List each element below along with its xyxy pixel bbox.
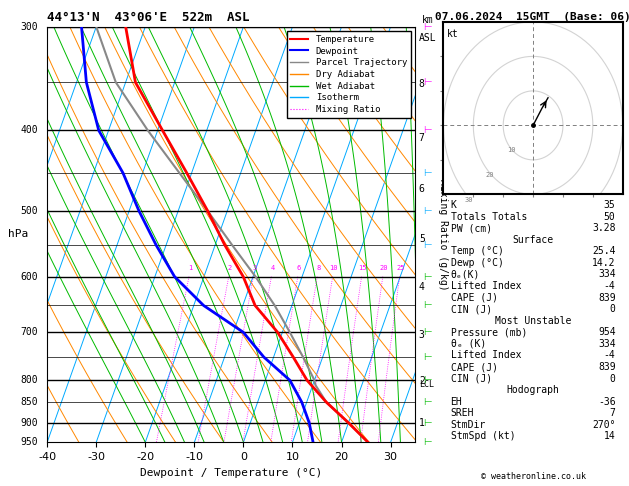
Text: ⊢: ⊢ [423,300,432,311]
Text: 500: 500 [20,206,38,216]
Text: 839: 839 [598,293,616,303]
Text: 25: 25 [396,264,404,271]
Text: ⊢: ⊢ [423,125,432,136]
Text: ⊢: ⊢ [423,22,432,32]
Text: km: km [422,15,434,25]
Text: 8: 8 [316,264,320,271]
Text: 07.06.2024  15GMT  (Base: 06): 07.06.2024 15GMT (Base: 06) [435,12,629,22]
Text: ⊢: ⊢ [423,437,432,447]
Text: -4: -4 [604,350,616,361]
Text: 20: 20 [379,264,388,271]
Text: 30: 30 [464,197,473,203]
Text: 270°: 270° [592,420,616,430]
Text: Pressure (mb): Pressure (mb) [450,328,527,337]
Text: PW (cm): PW (cm) [450,223,492,233]
Text: 600: 600 [20,272,38,281]
Text: 334: 334 [598,269,616,279]
Text: 954: 954 [598,328,616,337]
Text: StmDir: StmDir [450,420,486,430]
Text: 0: 0 [610,374,616,383]
Text: 3: 3 [419,330,425,340]
Text: © weatheronline.co.uk: © weatheronline.co.uk [481,472,586,481]
Text: 6: 6 [297,264,301,271]
Text: hPa: hPa [8,229,28,240]
Text: 35: 35 [604,200,616,210]
Text: CIN (J): CIN (J) [450,374,492,383]
Text: 14: 14 [604,432,616,441]
Text: 850: 850 [20,397,38,407]
Text: Dewp (°C): Dewp (°C) [450,258,503,268]
X-axis label: Dewpoint / Temperature (°C): Dewpoint / Temperature (°C) [140,468,322,478]
Text: ASL: ASL [419,33,437,43]
Text: 700: 700 [20,327,38,337]
Text: 8: 8 [419,79,425,89]
Text: ⊢: ⊢ [423,352,432,362]
Text: Hodograph: Hodograph [506,385,560,395]
Text: Lifted Index: Lifted Index [450,281,521,291]
Text: Most Unstable: Most Unstable [495,316,571,326]
Text: ⊢: ⊢ [423,77,432,87]
Text: Mixing Ratio (g/kg): Mixing Ratio (g/kg) [438,179,448,290]
Text: kt: kt [447,29,458,39]
Text: ⊢: ⊢ [423,272,432,281]
Text: 334: 334 [598,339,616,349]
Text: K: K [450,200,457,210]
Text: 7: 7 [610,408,616,418]
Text: 1: 1 [419,418,425,428]
Text: CIN (J): CIN (J) [450,304,492,314]
Text: 25.4: 25.4 [592,246,616,256]
Text: θₑ(K): θₑ(K) [450,269,480,279]
Text: EH: EH [450,397,462,407]
Text: θₑ (K): θₑ (K) [450,339,486,349]
Text: 1: 1 [188,264,192,271]
Text: 900: 900 [20,418,38,428]
Text: SREH: SREH [450,408,474,418]
Text: 2: 2 [419,376,425,386]
Text: 10: 10 [508,147,516,153]
Text: ⊢: ⊢ [423,418,432,428]
Text: 3: 3 [252,264,257,271]
Text: 800: 800 [20,375,38,385]
Legend: Temperature, Dewpoint, Parcel Trajectory, Dry Adiabat, Wet Adiabat, Isotherm, Mi: Temperature, Dewpoint, Parcel Trajectory… [287,31,411,118]
Text: 44°13'N  43°06'E  522m  ASL: 44°13'N 43°06'E 522m ASL [47,11,250,24]
Text: 7: 7 [419,133,425,142]
Text: 14.2: 14.2 [592,258,616,268]
Text: 4: 4 [270,264,275,271]
Text: 3.28: 3.28 [592,223,616,233]
Text: 4: 4 [419,282,425,292]
Text: -4: -4 [604,281,616,291]
Text: 0: 0 [610,304,616,314]
Text: ⊢: ⊢ [423,206,432,216]
Text: 950: 950 [20,437,38,447]
Text: 6: 6 [419,184,425,193]
Text: Surface: Surface [513,235,554,245]
Text: LCL: LCL [419,380,434,389]
Text: 50: 50 [604,211,616,222]
Text: CAPE (J): CAPE (J) [450,362,498,372]
Text: 20: 20 [486,172,494,178]
Text: Temp (°C): Temp (°C) [450,246,503,256]
Text: -36: -36 [598,397,616,407]
Text: 5: 5 [419,234,425,243]
Text: ⊢: ⊢ [423,375,432,385]
Text: ⊢: ⊢ [423,397,432,407]
Text: Lifted Index: Lifted Index [450,350,521,361]
Text: 400: 400 [20,125,38,136]
Text: 300: 300 [20,22,38,32]
Text: ⊢: ⊢ [423,327,432,337]
Text: 2: 2 [228,264,232,271]
Text: ⊢: ⊢ [423,168,432,178]
Text: Totals Totals: Totals Totals [450,211,527,222]
Text: StmSpd (kt): StmSpd (kt) [450,432,515,441]
Text: 10: 10 [330,264,338,271]
Text: 15: 15 [359,264,367,271]
Text: CAPE (J): CAPE (J) [450,293,498,303]
Text: ⊢: ⊢ [423,240,432,250]
Text: 839: 839 [598,362,616,372]
